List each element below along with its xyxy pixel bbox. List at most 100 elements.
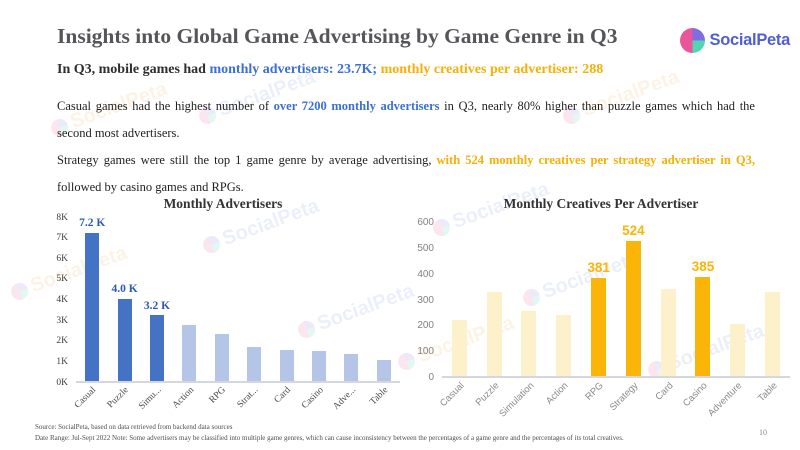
bar-group: RPG	[206, 218, 238, 405]
x-axis-label: Adventure	[706, 380, 745, 419]
y-axis-tick: 100	[417, 346, 434, 358]
bar-group: Table	[755, 223, 790, 404]
x-axis-label: Casino	[299, 385, 326, 412]
x-axis-label: Casual	[437, 380, 467, 409]
footnote: Source: SocialPeta, based on data retrie…	[35, 422, 735, 443]
bar	[765, 291, 781, 376]
monthly-creatives-chart: Monthly Creatives Per Advertiser 0 100 200…	[412, 196, 790, 419]
chart-plot-area: 0 100 200 300 400 500 600 Casual Puzzle Simulati…	[412, 218, 790, 419]
bar-group: Table	[368, 218, 400, 407]
body-segment: Casual games had the highest number of	[57, 99, 274, 113]
bar	[376, 360, 391, 381]
bar-group: 3.2 K Simu...	[137, 218, 173, 412]
x-axis-label: Strat...	[235, 385, 261, 411]
bar	[625, 240, 641, 376]
chart-title: Monthly Advertisers	[163, 196, 283, 211]
footnote-note: Date Range: Jul-Sept 2022 Note: Some adv…	[35, 433, 624, 442]
bar	[730, 324, 746, 376]
body-highlight-orange: with 524 monthly creatives per strategy …	[436, 153, 755, 167]
bars-area: Casual Puzzle Simulation Action 381 RPG 524 Str…	[438, 223, 790, 419]
bar-group: 385 Casino	[681, 223, 721, 409]
bar	[591, 277, 607, 376]
bar-group: Simulation	[497, 223, 547, 419]
insight-paragraph-1: Casual games had the highest number of o…	[57, 93, 755, 147]
x-axis-label: Card	[652, 380, 676, 403]
bar	[247, 346, 262, 381]
bar-value-label: 3.2 K	[143, 299, 171, 312]
x-axis-label: Strategy	[607, 380, 641, 414]
subtitle-advertisers-metric: monthly advertisers: 23.7K;	[209, 62, 378, 77]
x-axis-label: RPG	[208, 385, 229, 406]
y-axis-tick: 600	[417, 217, 434, 228]
y-axis-tick: 5K	[56, 274, 68, 285]
x-axis-label: Simulation	[496, 380, 537, 420]
bars-area: 7.2 K Casual 4.0 K Puzzle 3.2 K Simu... Action…	[73, 217, 400, 412]
bar	[279, 350, 294, 381]
y-axis-tick: 4K	[56, 294, 68, 305]
y-axis: 0 100 200 300 400 500 600	[412, 218, 442, 383]
chart-title: Monthly Creatives Per Advertiser	[503, 196, 699, 211]
bar	[660, 289, 676, 376]
y-axis: 0K 1K 2K 3K 4K 5K 6K 7K 8K	[46, 213, 76, 387]
bar	[85, 232, 100, 381]
x-axis-label: RPG	[583, 380, 606, 403]
x-axis-label: Puzzle	[105, 385, 131, 411]
body-highlight-blue: over 7200 monthly advertisers	[273, 99, 440, 113]
key-metrics-line: In Q3, mobile games had monthly advertis…	[57, 62, 777, 78]
subtitle-prefix: In Q3, mobile games had	[57, 62, 210, 77]
x-axis-label: Adve...	[331, 385, 358, 412]
bar	[117, 298, 132, 381]
footnote-source: Source: SocialPeta, based on data retrie…	[35, 423, 233, 431]
x-axis-label: Casino	[681, 380, 711, 409]
socialpeta-pie-icon	[679, 28, 705, 53]
y-axis-tick: 2K	[56, 336, 68, 346]
bar	[486, 292, 502, 376]
bar-value-label: 7.2 K	[79, 217, 106, 229]
x-axis-label: Action	[544, 380, 571, 407]
y-axis-tick: 300	[417, 294, 434, 306]
x-axis-label: Simu...	[137, 385, 164, 412]
y-axis-tick: 8K	[56, 212, 68, 223]
bar	[214, 333, 229, 381]
x-axis-label: Table	[368, 385, 391, 408]
y-axis-tick: 1K	[56, 356, 68, 367]
y-axis-tick: 6K	[56, 253, 68, 264]
chart-plot-area: 0K 1K 2K 3K 4K 5K 6K 7K 8K 7.2 K Casual 4.0 K Puzzl…	[46, 213, 400, 412]
bar	[150, 315, 165, 381]
socialpeta-pie-icon	[8, 280, 31, 303]
x-axis-label: Puzzle	[473, 380, 502, 409]
x-axis-label: Card	[272, 385, 294, 406]
subtitle-creatives-metric: monthly creatives per advertiser: 288	[377, 62, 604, 77]
y-axis-tick: 200	[417, 320, 434, 332]
bar-value-label: 381	[587, 260, 610, 276]
y-axis-tick: 400	[417, 268, 434, 280]
bar-group: Adve...	[331, 218, 367, 412]
body-segment: Strategy games were still the top 1 game…	[57, 153, 437, 167]
bar	[312, 351, 327, 381]
bar	[451, 320, 467, 376]
y-axis-tick: 0K	[56, 377, 68, 388]
bar-group: 7.2 K Casual	[73, 217, 108, 410]
bar-group: Casual	[438, 223, 477, 409]
y-axis-tick: 7K	[56, 232, 68, 243]
x-axis-label: Table	[755, 380, 780, 405]
bar-group: Card	[270, 218, 302, 405]
bar-group: 381 RPG	[581, 223, 616, 403]
y-axis-tick: 500	[417, 242, 434, 254]
body-segment: followed by casino games and RPGs.	[57, 180, 244, 194]
body-segment: in Q3, nearly 80% higher than puzzle gam…	[57, 99, 755, 140]
bar-group: Casino	[300, 218, 335, 411]
y-axis-tick: 3K	[56, 315, 68, 326]
page-title: Insights into Global Game Advertising by…	[57, 24, 618, 48]
bar	[695, 276, 711, 376]
bar-group: Action	[170, 218, 205, 411]
bar-group: Adventure	[706, 223, 755, 419]
bar-value-label: 385	[691, 259, 715, 275]
insight-paragraph-2: Strategy games were still the top 1 game…	[57, 147, 755, 201]
bar-group: 524 Strategy	[608, 223, 651, 413]
bar	[182, 325, 197, 381]
bar-value-label: 4.0 K	[111, 283, 138, 295]
bar-group: 4.0 K Puzzle	[106, 218, 140, 410]
bar-group: Action	[544, 223, 581, 407]
